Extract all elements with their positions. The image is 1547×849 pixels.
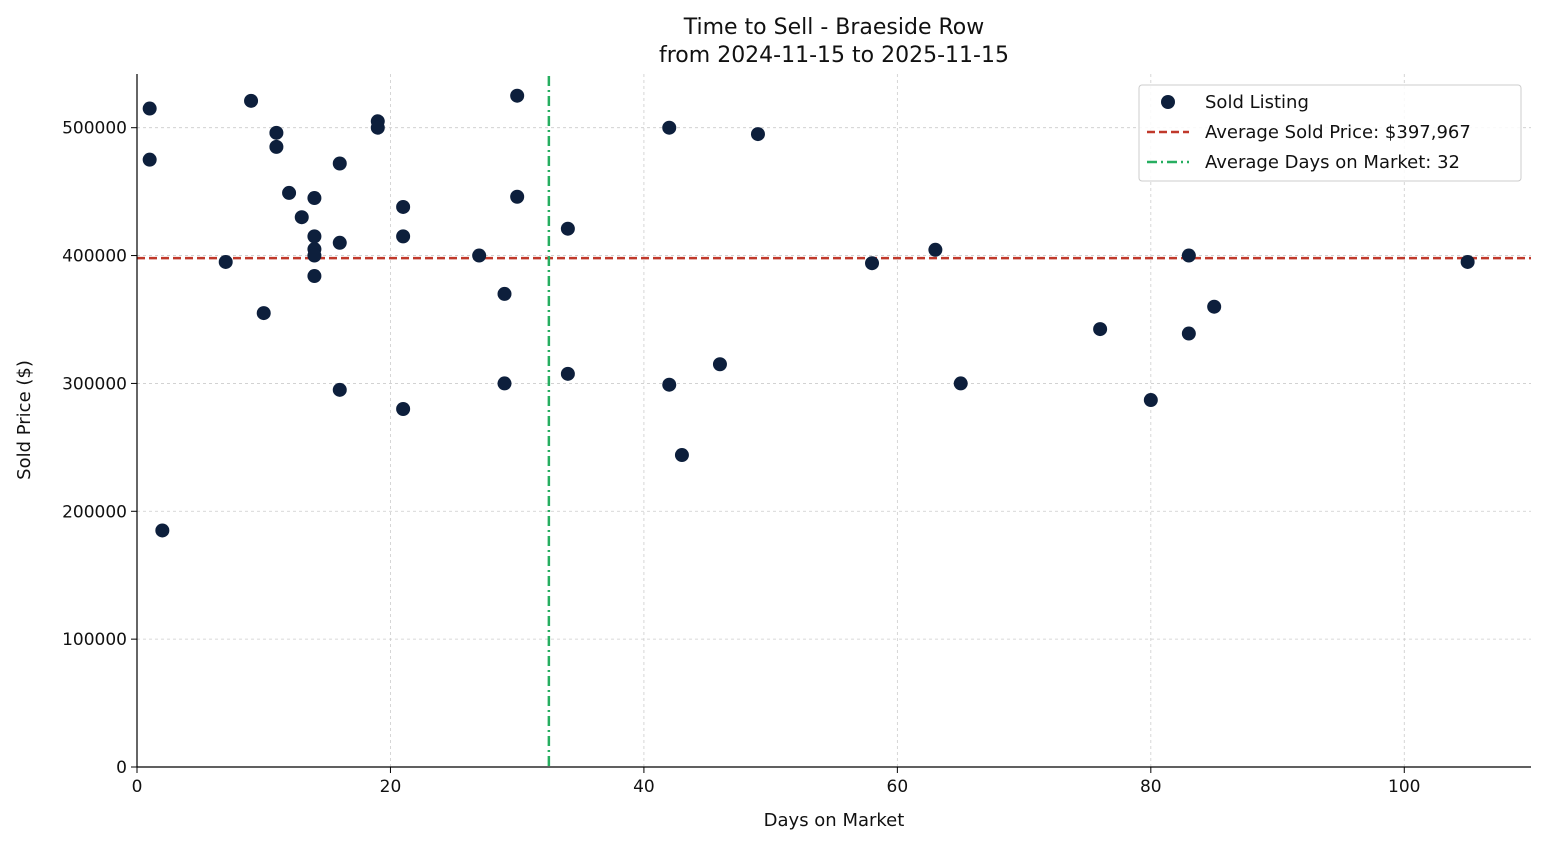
- data-point: [269, 125, 284, 140]
- data-point: [256, 306, 271, 321]
- chart-subtitle: from 2024-11-15 to 2025-11-15: [659, 43, 1009, 68]
- y-tick-label: 300000: [62, 374, 127, 394]
- data-point: [865, 256, 880, 271]
- data-point: [497, 286, 512, 301]
- legend-label-avg-price: Average Sold Price: $397,967: [1205, 122, 1471, 143]
- legend-label-avg-days: Average Days on Market: 32: [1205, 152, 1460, 173]
- x-tick-label: 60: [887, 777, 909, 797]
- data-point: [332, 382, 347, 397]
- data-point: [142, 101, 157, 116]
- data-point: [662, 120, 677, 135]
- y-tick-label: 200000: [62, 502, 127, 522]
- data-point: [294, 210, 309, 225]
- data-point: [332, 235, 347, 250]
- legend-marker-points: [1161, 95, 1175, 109]
- data-point: [244, 93, 259, 108]
- y-tick-label: 100000: [62, 630, 127, 650]
- data-point: [953, 376, 968, 391]
- data-point: [472, 248, 487, 263]
- y-axis-label: Sold Price ($): [14, 360, 35, 480]
- legend: Sold Listing Average Sold Price: $397,96…: [1138, 84, 1522, 182]
- data-point: [218, 254, 233, 269]
- x-tick-label: 20: [380, 777, 402, 797]
- data-point: [307, 269, 322, 284]
- data-point: [370, 120, 385, 135]
- data-point: [662, 377, 677, 392]
- x-axis-label: Days on Market: [764, 810, 905, 831]
- data-point: [560, 221, 575, 236]
- x-tick-label: 0: [132, 777, 143, 797]
- chart-title: Time to Sell - Braeside Row: [683, 15, 985, 40]
- data-point: [1181, 326, 1196, 341]
- data-point: [142, 152, 157, 167]
- data-point: [307, 229, 322, 244]
- data-point: [1207, 299, 1222, 314]
- data-point: [307, 248, 322, 263]
- data-point: [1460, 254, 1475, 269]
- data-point: [510, 189, 525, 204]
- x-tick-label: 40: [633, 777, 655, 797]
- x-tick-label: 80: [1140, 777, 1162, 797]
- data-point: [928, 242, 943, 257]
- grid: [137, 74, 1531, 767]
- data-point: [1181, 248, 1196, 263]
- data-point: [396, 401, 411, 416]
- y-tick-label: 500000: [62, 119, 127, 139]
- data-point: [712, 357, 727, 372]
- data-point: [750, 127, 765, 142]
- legend-label-points: Sold Listing: [1205, 92, 1309, 113]
- y-tick-label: 400000: [62, 247, 127, 267]
- data-point: [560, 366, 575, 381]
- y-tick-label: 0: [116, 758, 127, 778]
- data-point: [396, 199, 411, 214]
- legend-box: [1138, 84, 1522, 182]
- data-point: [396, 229, 411, 244]
- data-point: [510, 88, 525, 103]
- data-point: [674, 448, 689, 463]
- data-point: [332, 156, 347, 171]
- data-point: [307, 191, 322, 206]
- x-tick-label: 100: [1388, 777, 1420, 797]
- data-points: [142, 88, 1475, 538]
- data-point: [155, 523, 170, 538]
- data-point: [1143, 393, 1158, 408]
- data-point: [1093, 322, 1108, 337]
- data-point: [282, 185, 297, 200]
- data-point: [497, 376, 512, 391]
- data-point: [269, 139, 284, 154]
- axis-ticks: 0 20 40 60 80 100 0 100000 200000 300000 400000 500…: [62, 119, 1420, 797]
- reference-lines: [137, 76, 1531, 767]
